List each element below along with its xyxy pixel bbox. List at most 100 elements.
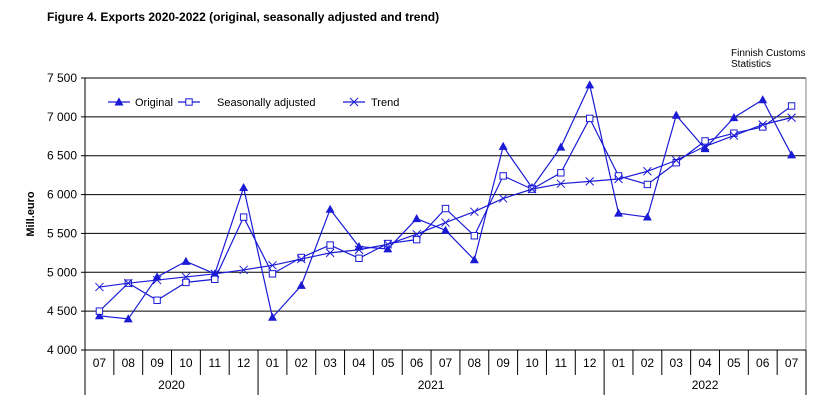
point-seasonally-adjusted: [441, 204, 450, 213]
marker-stroke: [383, 239, 393, 249]
marker-stroke: [758, 120, 768, 129]
marker-stroke: [671, 156, 681, 165]
marker-stroke: [349, 97, 359, 107]
legend-item-original: Original: [108, 97, 173, 109]
point-trend: [787, 113, 796, 122]
y-tick-label: 5 000: [47, 265, 77, 279]
point-seasonally-adjusted: [557, 169, 565, 177]
year-label: 2021: [418, 378, 445, 392]
point-trend: [498, 194, 508, 203]
point-trend: [210, 269, 220, 279]
point-seasonally-adjusted: [787, 102, 796, 110]
marker-stroke: [181, 272, 191, 282]
point-trend: [296, 254, 306, 264]
legend-label: Seasonally adjusted: [217, 97, 315, 109]
legend-marker: [114, 97, 124, 106]
x-tick-label: 02: [641, 356, 655, 370]
marker-stroke: [239, 265, 248, 275]
point-trend: [527, 184, 537, 194]
point-trend: [123, 278, 133, 288]
marker-stroke: [441, 218, 450, 227]
x-tick-label: 07: [93, 356, 107, 370]
x-tick-label: 12: [583, 356, 597, 370]
year-label: 2022: [692, 378, 719, 392]
point-seasonally-adjusted: [730, 129, 738, 137]
point-original: [787, 150, 797, 159]
point-trend: [700, 142, 710, 151]
point-original: [469, 255, 479, 264]
x-tick-label: 08: [468, 356, 482, 370]
legend-label: Trend: [371, 97, 399, 109]
marker-stroke: [729, 131, 739, 140]
x-tick-label: 05: [381, 356, 395, 370]
point-trend: [585, 177, 595, 186]
x-tick-label: 02: [295, 356, 309, 370]
point-seasonally-adjusted: [297, 253, 306, 262]
point-original: [498, 141, 508, 150]
y-tick-label: 6 000: [47, 188, 77, 202]
x-tick-label: 09: [497, 356, 511, 370]
y-tick-label: 6 500: [47, 149, 77, 163]
point-seasonally-adjusted: [759, 123, 767, 131]
point-trend: [441, 218, 450, 227]
marker-stroke: [614, 174, 623, 184]
point-trend: [671, 156, 681, 165]
marker-stroke: [469, 207, 479, 217]
source-line-1: Finnish Customs: [731, 48, 806, 59]
x-tick-label: 01: [612, 356, 626, 370]
point-original: [383, 244, 393, 253]
point-seasonally-adjusted: [701, 137, 709, 145]
x-tick-label: 11: [209, 356, 222, 370]
x-tick-label: 12: [237, 356, 251, 370]
x-tick-label: 08: [122, 356, 136, 370]
point-trend: [643, 166, 652, 176]
point-trend: [354, 245, 364, 255]
marker-stroke: [412, 229, 422, 239]
point-original: [152, 272, 162, 281]
marker-stroke: [787, 113, 796, 122]
point-trend: [758, 120, 768, 129]
legend-marker: [349, 97, 359, 107]
point-seasonally-adjusted: [355, 254, 363, 262]
x-tick-label: 06: [410, 356, 424, 370]
y-tick-label: 4 000: [47, 343, 77, 357]
point-original: [585, 80, 595, 89]
point-original: [267, 312, 277, 321]
point-original: [556, 142, 566, 151]
marker-stroke: [325, 248, 335, 258]
point-seasonally-adjusted: [643, 180, 652, 189]
x-tick-label: 04: [352, 356, 366, 370]
legend-item-seasonally-adjusted: Seasonally adjusted: [178, 97, 315, 109]
point-trend: [614, 174, 623, 184]
point-original: [671, 110, 681, 119]
point-original: [758, 95, 768, 104]
point-trend: [325, 248, 335, 258]
marker-stroke: [643, 166, 652, 176]
point-trend: [95, 282, 104, 292]
marker-stroke: [556, 179, 566, 189]
point-trend: [152, 275, 162, 285]
point-original: [412, 214, 422, 223]
marker-stroke: [95, 282, 104, 292]
point-seasonally-adjusted: [239, 213, 248, 221]
legend-marker: [185, 98, 193, 106]
x-tick-label: 04: [698, 356, 712, 370]
x-tick-label: 09: [150, 356, 164, 370]
point-original: [296, 280, 306, 289]
point-seasonally-adjusted: [182, 278, 190, 287]
x-tick-label: 07: [439, 356, 453, 370]
point-seasonally-adjusted: [268, 270, 277, 278]
point-trend: [412, 229, 422, 239]
marker-stroke: [296, 254, 306, 264]
x-axis: 07 08 09 10 11 12 01 02 03 04 05 06 07 08 09 10 11 12 01 02…: [84, 350, 807, 395]
point-original: [729, 113, 739, 122]
x-tick-label: 11: [555, 356, 568, 370]
point-seasonally-adjusted: [95, 307, 104, 315]
y-axis-label: Mill.euro: [25, 191, 37, 237]
marker-stroke: [585, 177, 595, 186]
source-note: Finnish Customs Statistics: [731, 48, 826, 70]
point-original: [181, 256, 191, 265]
series-line-trend: [99, 117, 792, 288]
point-original: [94, 311, 104, 320]
point-trend: [268, 260, 277, 270]
